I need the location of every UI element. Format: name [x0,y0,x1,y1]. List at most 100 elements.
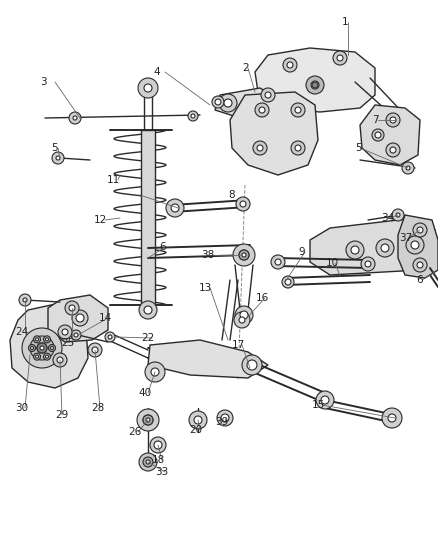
Circle shape [171,204,179,212]
Text: 29: 29 [55,410,69,420]
Circle shape [381,244,389,252]
Circle shape [291,103,305,117]
Text: 1: 1 [342,17,348,27]
Circle shape [242,355,262,375]
Circle shape [265,92,271,98]
Circle shape [275,259,281,265]
Circle shape [285,279,291,285]
Circle shape [242,253,246,257]
Text: 8: 8 [229,190,235,200]
Circle shape [392,209,404,221]
Text: 17: 17 [231,340,245,350]
Circle shape [50,346,53,350]
Circle shape [372,129,384,141]
Bar [141,130,155,305]
Circle shape [52,152,64,164]
Circle shape [143,415,153,425]
Circle shape [145,362,165,382]
Circle shape [396,213,400,217]
Text: 11: 11 [106,175,120,185]
Text: 5: 5 [52,143,58,153]
Circle shape [150,437,166,453]
Circle shape [139,301,157,319]
Text: 4: 4 [154,67,160,77]
Circle shape [189,411,207,429]
Circle shape [57,357,63,363]
Circle shape [188,111,198,121]
Text: 33: 33 [155,467,169,477]
Circle shape [224,99,232,107]
Circle shape [194,416,202,424]
Circle shape [37,343,47,353]
Circle shape [375,132,381,138]
Circle shape [40,346,44,350]
Text: 24: 24 [15,327,28,337]
Circle shape [217,410,233,426]
Circle shape [312,82,318,88]
Circle shape [406,166,410,170]
Polygon shape [310,218,435,275]
Circle shape [49,344,56,351]
Circle shape [22,328,62,368]
Circle shape [33,336,40,343]
Text: 6: 6 [160,242,166,252]
Circle shape [58,325,72,339]
Circle shape [46,355,49,358]
Circle shape [333,51,347,65]
Polygon shape [360,105,420,165]
Polygon shape [10,302,88,388]
Circle shape [261,88,275,102]
Text: 26: 26 [128,427,141,437]
Circle shape [212,96,224,108]
Circle shape [234,312,250,328]
Circle shape [376,239,394,257]
Text: 14: 14 [99,313,112,323]
Circle shape [291,141,305,155]
Circle shape [35,338,39,341]
Text: 3: 3 [40,77,46,87]
Text: 9: 9 [299,247,305,257]
Circle shape [30,336,54,360]
Text: 34: 34 [381,213,395,223]
Circle shape [295,107,301,113]
Text: 10: 10 [325,258,339,268]
Circle shape [143,415,153,425]
Text: 12: 12 [93,215,106,225]
Circle shape [306,76,324,94]
Circle shape [23,298,27,302]
Circle shape [62,329,68,335]
Text: 20: 20 [190,425,202,435]
Text: 25: 25 [61,338,74,348]
Circle shape [282,276,294,288]
Text: 7: 7 [372,115,378,125]
Circle shape [417,227,423,233]
Circle shape [92,347,98,353]
Circle shape [255,103,269,117]
Circle shape [143,457,153,467]
Circle shape [390,147,396,153]
Circle shape [139,453,157,471]
Circle shape [236,197,250,211]
Circle shape [69,305,75,311]
Text: 22: 22 [141,333,155,343]
Polygon shape [215,88,280,118]
Text: 15: 15 [311,400,325,410]
Text: 18: 18 [152,455,165,465]
Circle shape [53,353,67,367]
Circle shape [108,335,112,339]
Circle shape [146,460,150,464]
Circle shape [295,145,301,151]
Circle shape [31,346,33,350]
Circle shape [138,78,158,98]
Circle shape [386,143,400,157]
Text: 28: 28 [92,403,105,413]
Circle shape [154,441,162,449]
Text: 13: 13 [198,283,212,293]
Circle shape [151,368,159,376]
Circle shape [65,301,79,315]
Circle shape [351,246,359,254]
Circle shape [88,343,102,357]
Circle shape [71,330,81,340]
Circle shape [382,408,402,428]
Polygon shape [230,92,318,175]
